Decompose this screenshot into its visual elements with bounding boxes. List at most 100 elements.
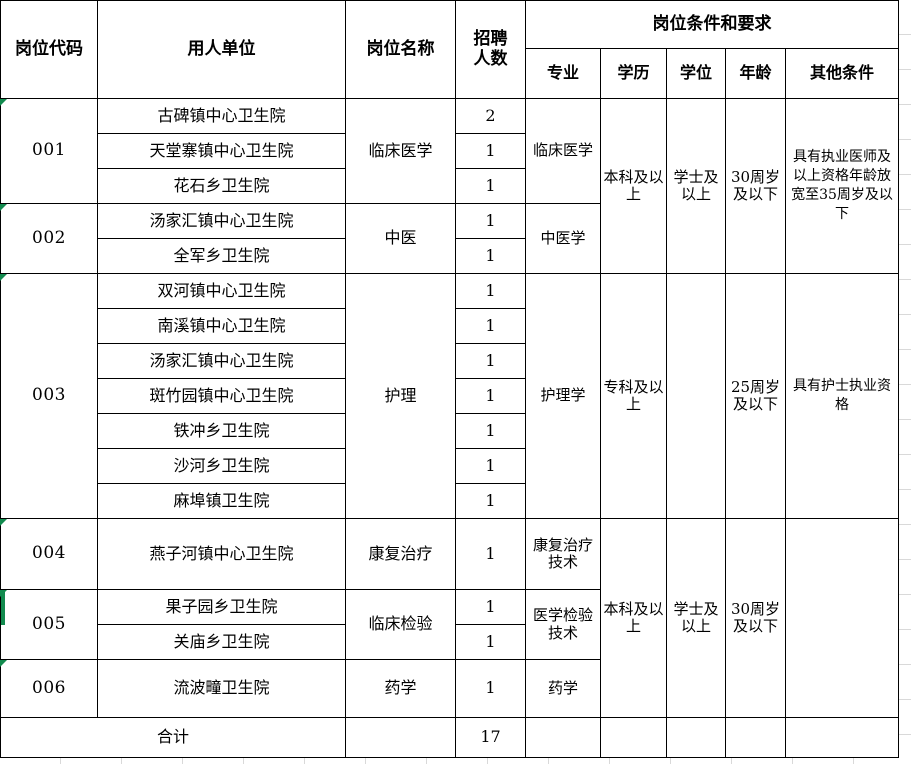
cell-employer: 汤家汇镇中心卫生院 [97, 343, 346, 379]
cell-employer: 流波疃卫生院 [97, 659, 346, 718]
header-headcount: 招聘 人数 [455, 0, 526, 99]
cell-education: 本科及以上 [600, 98, 667, 274]
table-row: 关庙乡卫生院 1 [1, 624, 899, 660]
header-job-name: 岗位名称 [345, 0, 456, 99]
cell-headcount: 1 [455, 343, 526, 379]
cell-employer: 双河镇中心卫生院 [97, 273, 346, 309]
cell-total-age [725, 717, 786, 758]
header-headcount-line1: 招聘 [473, 28, 508, 49]
table-total-row: 合计 17 [0, 717, 900, 758]
table-row: 花石乡卫生院 1 [1, 168, 899, 204]
table-header-row-2: 专业 学历 学位 年龄 其他条件 [1, 48, 900, 99]
cell-employer: 全军乡卫生院 [97, 238, 346, 274]
cell-job-name: 护理 [345, 273, 456, 519]
cell-education: 本科及以上 [600, 518, 667, 718]
cell-total-headcount: 17 [455, 717, 526, 758]
cell-job-code: 005 [0, 589, 98, 660]
cell-major: 护理学 [525, 273, 601, 519]
cell-employer: 斑竹园镇中心卫生院 [97, 378, 346, 414]
cell-headcount: 1 [455, 589, 526, 625]
cell-headcount: 1 [455, 308, 526, 344]
cell-headcount: 1 [455, 448, 526, 484]
header-degree: 学位 [666, 48, 726, 99]
cell-job-code: 001 [0, 98, 98, 204]
cell-age: 25周岁及以下 [725, 273, 786, 519]
cell-education: 专科及以上 [600, 273, 667, 519]
header-other: 其他条件 [784, 48, 900, 99]
cell-employer: 古碑镇中心卫生院 [97, 98, 346, 134]
cell-job-name: 康复治疗 [345, 518, 456, 590]
table-row: 南溪镇中心卫生院 1 [1, 308, 899, 344]
header-age: 年龄 [725, 48, 786, 99]
cell-major: 康复治疗技术 [525, 518, 601, 590]
cell-major: 临床医学 [525, 98, 601, 204]
cell-job-name: 中医 [345, 203, 456, 274]
cell-job-code: 004 [0, 518, 98, 590]
cell-age: 30周岁及以下 [725, 98, 786, 274]
table-row: 斑竹园镇中心卫生院 1 [1, 378, 899, 414]
cell-headcount: 1 [455, 518, 526, 590]
cell-employer: 燕子河镇中心卫生院 [97, 518, 346, 590]
cell-headcount: 1 [455, 413, 526, 449]
cell-employer: 沙河乡卫生院 [97, 448, 346, 484]
cell-employer: 果子园乡卫生院 [97, 589, 346, 625]
header-education: 学历 [600, 48, 667, 99]
cell-employer: 天堂寨镇中心卫生院 [97, 133, 346, 169]
cell-headcount: 2 [455, 98, 526, 134]
cell-employer: 南溪镇中心卫生院 [97, 308, 346, 344]
cell-total-label: 合计 [0, 717, 346, 758]
cell-other: 具有执业医师及以上资格年龄放宽至35周岁及以下 [784, 98, 900, 274]
cell-total-other [784, 717, 900, 758]
cell-total-major [525, 717, 601, 758]
cell-degree: 学士及以上 [666, 98, 726, 274]
cell-employer: 关庙乡卫生院 [97, 624, 346, 660]
cell-headcount: 1 [455, 168, 526, 204]
table-row: 006 流波疃卫生院 药学 1 药学 [0, 659, 899, 718]
cell-headcount: 1 [455, 133, 526, 169]
cell-other: 具有护士执业资格 [784, 273, 900, 519]
cell-job-code: 002 [0, 203, 98, 274]
cell-job-code: 003 [0, 273, 98, 519]
cell-headcount: 1 [455, 203, 526, 239]
cell-headcount: 1 [455, 378, 526, 414]
cell-age: 30周岁及以下 [725, 518, 786, 718]
table-row: 003 双河镇中心卫生院 护理 1 护理学 专科及以上 25周岁及以下 具有护士执业资格 [0, 273, 900, 519]
cell-total-job-name [345, 717, 456, 758]
table-row: 天堂寨镇中心卫生院 1 [1, 133, 899, 169]
table-row: 004 燕子河镇中心卫生院 康复治疗 1 康复治疗技术 本科及以上 学士及以上 30周岁及以下 [0, 518, 900, 718]
table-row: 汤家汇镇中心卫生院 1 [1, 343, 899, 379]
cell-headcount: 1 [455, 273, 526, 309]
cell-headcount: 1 [455, 659, 526, 718]
cell-employer: 铁冲乡卫生院 [97, 413, 346, 449]
cell-job-name: 临床检验 [345, 589, 456, 660]
cell-major: 医学检验技术 [525, 589, 601, 660]
table-header-row-1: 岗位代码 用人单位 岗位名称 招聘 人数 岗位条件和要求 [0, 0, 900, 99]
cell-total-degree [666, 717, 726, 758]
table-row: 002 汤家汇镇中心卫生院 中医 1 中医学 [0, 203, 899, 274]
cell-headcount: 1 [455, 483, 526, 519]
cell-employer: 花石乡卫生院 [97, 168, 346, 204]
cell-job-code: 006 [0, 659, 98, 718]
header-job-code: 岗位代码 [0, 0, 98, 99]
cell-headcount: 1 [455, 624, 526, 660]
cell-job-name: 药学 [345, 659, 456, 718]
header-employer: 用人单位 [97, 0, 346, 99]
cell-major: 药学 [525, 659, 601, 718]
cell-major: 中医学 [525, 203, 601, 274]
cell-total-education [600, 717, 667, 758]
cell-headcount: 1 [455, 238, 526, 274]
cell-employer: 麻埠镇卫生院 [97, 483, 346, 519]
header-conditions-group: 岗位条件和要求 [524, 0, 900, 49]
cell-job-name: 临床医学 [345, 98, 456, 204]
table-row: 铁冲乡卫生院 1 [1, 413, 899, 449]
cell-degree: 学士及以上 [666, 518, 726, 718]
table-row: 001 古碑镇中心卫生院 临床医学 2 临床医学 本科及以上 学士及以上 30周岁及以下 具有执… [0, 98, 900, 274]
cell-employer: 汤家汇镇中心卫生院 [97, 203, 346, 239]
header-headcount-line2: 人数 [473, 48, 508, 69]
table-row: 麻埠镇卫生院 1 [1, 483, 899, 519]
table-row: 沙河乡卫生院 1 [1, 448, 899, 484]
cell-other [784, 518, 900, 718]
table-row: 005 果子园乡卫生院 临床检验 1 医学检验技术 [0, 589, 899, 660]
